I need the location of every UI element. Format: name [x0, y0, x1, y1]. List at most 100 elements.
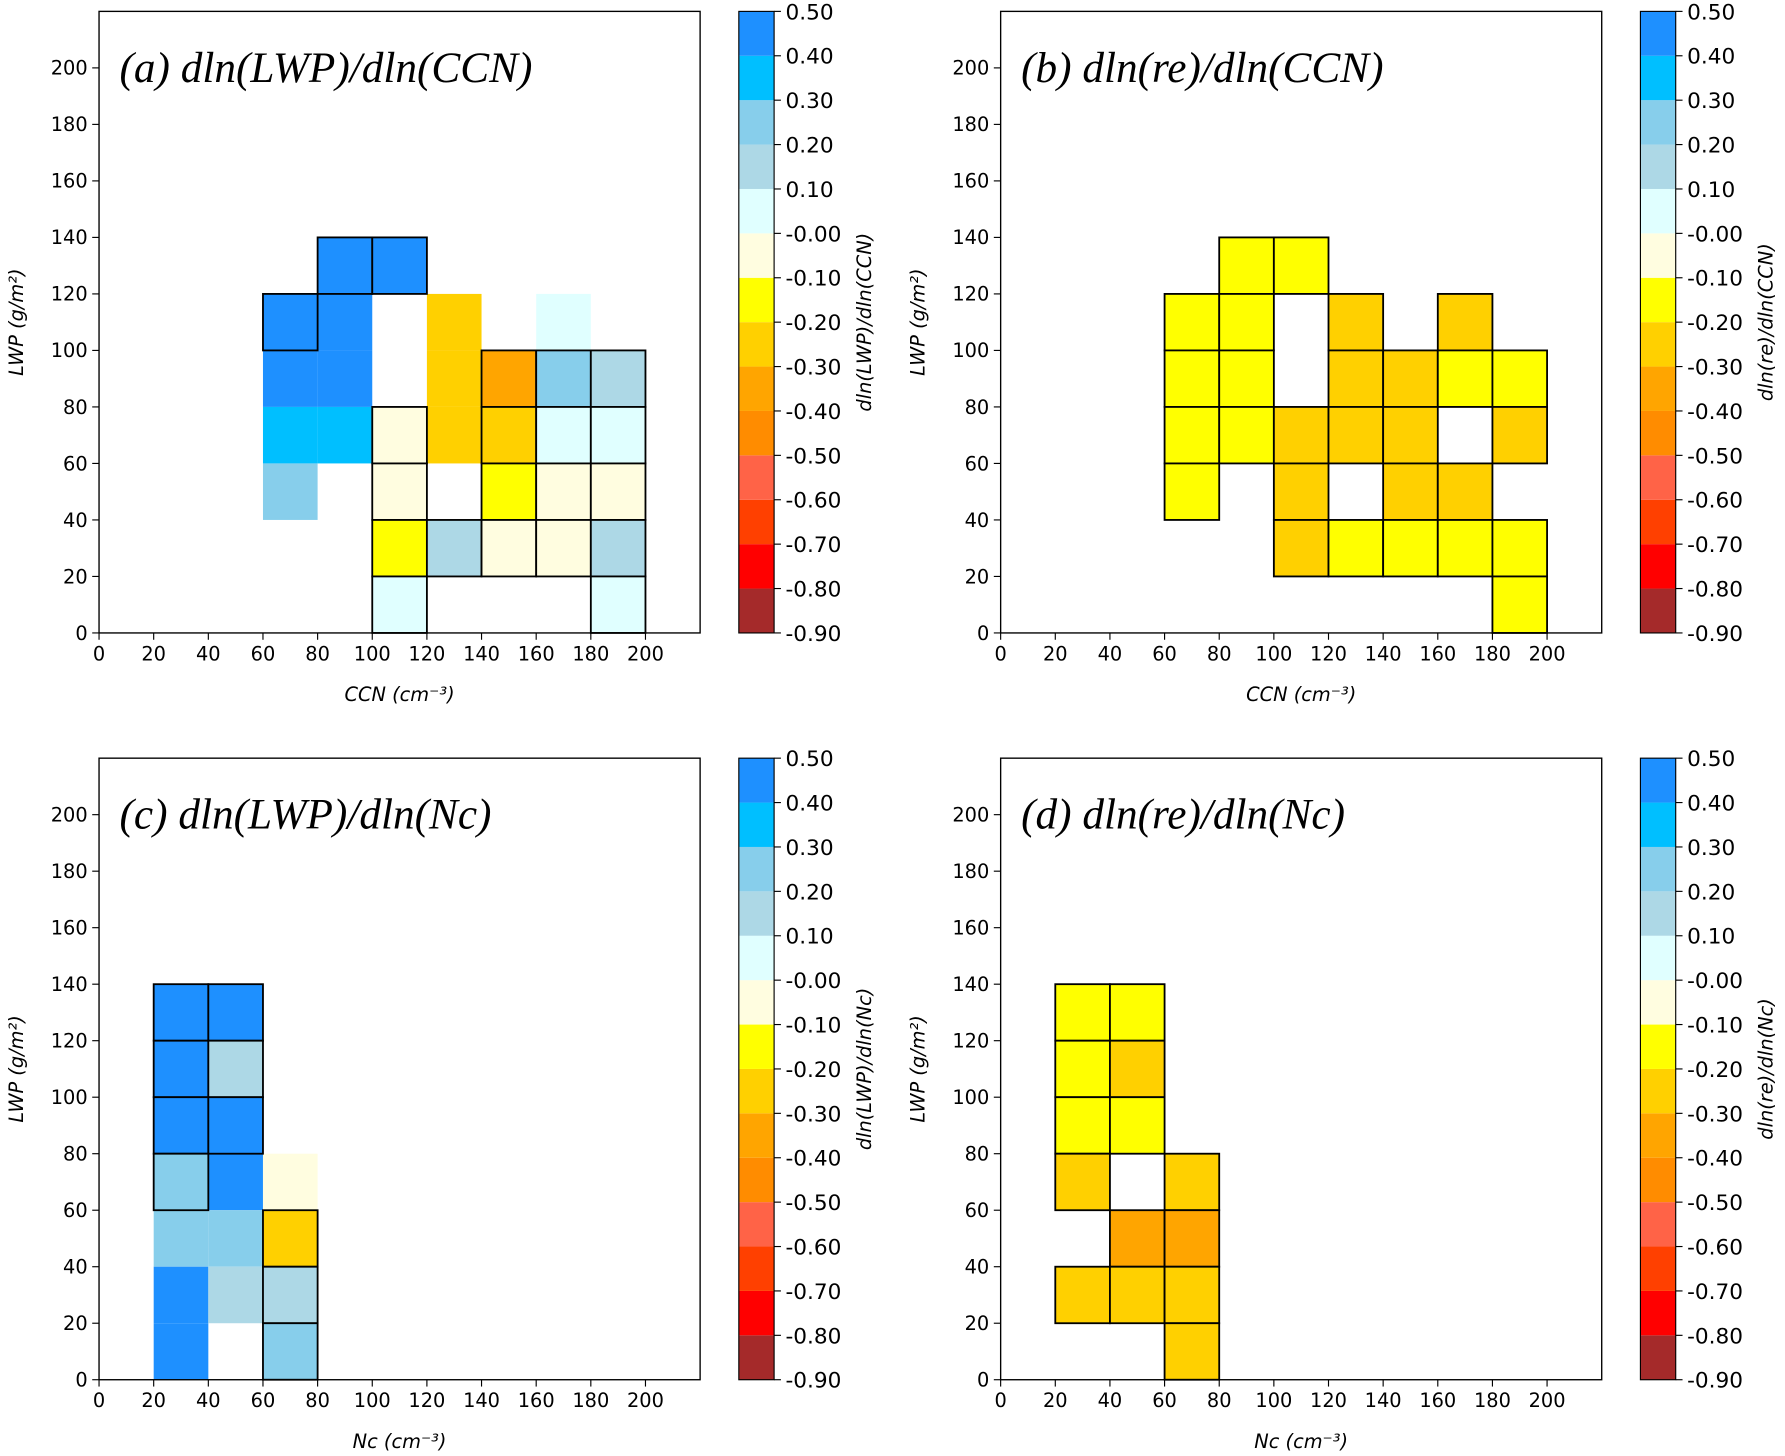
x-tick-label: 120: [408, 642, 445, 665]
y-tick-label: 80: [965, 396, 990, 419]
x-tick-label: 40: [1098, 1389, 1123, 1412]
colorbar-segment: [738, 233, 775, 278]
colorbar-tick-label: -0.20: [785, 311, 841, 336]
colorbar-tick-label: -0.60: [785, 489, 841, 514]
colorbar-tick-label: -0.40: [785, 1147, 841, 1172]
x-tick-label: 40: [1098, 642, 1123, 665]
colorbar-segment: [738, 588, 775, 633]
x-tick-label: 20: [141, 642, 166, 665]
cell: [207, 1039, 264, 1099]
cell: [1272, 406, 1330, 465]
colorbar-tick-label: -0.60: [1687, 489, 1743, 514]
colorbar-tick-label: -0.90: [1687, 622, 1743, 647]
cell: [1218, 406, 1275, 465]
colorbar-tick-label: 0.20: [785, 880, 833, 905]
cell: [1218, 293, 1275, 352]
axes-frame: [98, 10, 701, 634]
cell: [425, 519, 483, 578]
colorbar-segment: [1640, 935, 1676, 981]
cell: [1436, 293, 1494, 352]
x-tick-label: 200: [1529, 642, 1566, 665]
colorbar-segment: [738, 100, 775, 145]
x-tick-label: 140: [1365, 1389, 1402, 1412]
x-tick-label: 160: [1419, 642, 1456, 665]
cell: [480, 406, 538, 465]
cell: [1163, 1322, 1221, 1381]
colorbar-segment: [1640, 1290, 1676, 1336]
cell: [1163, 406, 1221, 465]
colorbar-segment: [1640, 891, 1676, 936]
panel: 0 20 40 60 80 100 120 140 160 180 200 0 20 40 60 80 100 1…: [906, 747, 1777, 1453]
colorbar-segment: [738, 980, 775, 1025]
cell: [1054, 983, 1111, 1042]
colorbar-tick-label: -0.00: [785, 222, 841, 247]
colorbar-segment: [738, 455, 775, 500]
cell: [153, 1210, 209, 1267]
colorbar-tick-label: -0.10: [785, 267, 841, 292]
y-tick-label: 80: [63, 396, 88, 419]
colorbar-segment: [1640, 11, 1676, 56]
colorbar-segment: [738, 55, 775, 101]
y-tick-label: 40: [63, 1256, 88, 1279]
cell: [1272, 236, 1330, 295]
y-tick-label: 40: [965, 1256, 990, 1279]
panel-title: (d) dln(re)/dln(Nc): [1021, 791, 1345, 839]
colorbar-segment: [1640, 55, 1676, 101]
colorbar-tick-label: -0.30: [785, 1102, 841, 1127]
x-tick-label: 140: [463, 642, 500, 665]
cell: [589, 406, 647, 465]
x-axis-label: Nc (cm⁻³): [353, 1430, 447, 1453]
colorbar-tick-label: -0.40: [785, 400, 841, 425]
colorbar-segment: [1640, 980, 1676, 1025]
x-tick-label: 160: [518, 642, 555, 665]
x-tick-label: 140: [1365, 642, 1402, 665]
cell: [152, 1152, 210, 1212]
y-tick-label: 20: [965, 565, 990, 588]
colorbar-label: dln(re)/dln(CCN): [1754, 243, 1777, 401]
y-tick-label: 0: [977, 1369, 989, 1392]
cell: [1272, 519, 1330, 578]
panel: 0 20 40 60 80 100 120 140 160 180 200 0 20 40 60 80 100 1…: [906, 0, 1777, 706]
colorbar-tick-label: -0.10: [1687, 267, 1743, 292]
cell: [1218, 349, 1275, 408]
colorbar-tick-label: -0.60: [1687, 1236, 1743, 1261]
y-tick-label: 0: [75, 1369, 87, 1392]
colorbar-tick-label: -0.50: [785, 1191, 841, 1216]
cell: [1436, 462, 1494, 521]
cell: [1436, 519, 1494, 578]
y-tick-label: 120: [51, 283, 88, 306]
cell: [1491, 349, 1548, 408]
y-tick-label: 200: [51, 804, 88, 827]
colorbar-tick-label: -0.90: [785, 622, 841, 647]
cell: [536, 293, 591, 351]
colorbar-tick-label: 0.20: [785, 134, 833, 159]
colorbar-segment: [738, 846, 775, 892]
colorbar-tick-label: 0.30: [1687, 836, 1735, 861]
colorbar-tick-label: -0.70: [785, 1280, 841, 1305]
cell: [1109, 1039, 1166, 1099]
colorbar-segment: [738, 499, 775, 545]
cell: [535, 406, 592, 465]
cell: [1272, 462, 1330, 521]
colorbar-segment: [1640, 1068, 1676, 1114]
colorbar-tick-label: 0.50: [1687, 0, 1735, 25]
cell: [207, 983, 264, 1042]
colorbar-tick-label: -0.20: [1687, 1058, 1743, 1083]
colorbar-tick-label: 0.40: [1687, 792, 1735, 817]
colorbar-segment: [738, 891, 775, 936]
cell: [1218, 236, 1275, 295]
y-tick-label: 180: [51, 113, 88, 136]
x-tick-label: 0: [93, 642, 105, 665]
colorbar-segment: [1640, 1157, 1676, 1203]
cell: [1054, 1265, 1111, 1325]
cell: [589, 349, 647, 408]
colorbar-segment: [738, 144, 775, 189]
colorbar-segment: [1640, 1113, 1676, 1158]
x-tick-label: 0: [93, 1389, 105, 1412]
panel-title: (b) dln(re)/dln(CCN): [1021, 44, 1383, 92]
panel: 0 20 40 60 80 100 120 140 160 180 200 0 20 40 60 80 100 1…: [5, 747, 876, 1453]
colorbar-tick-label: -0.70: [1687, 1280, 1743, 1305]
colorbar-tick-label: -0.00: [1687, 222, 1743, 247]
colorbar-label: dln(re)/dln(Nc): [1754, 998, 1777, 1140]
cell: [152, 1096, 210, 1155]
